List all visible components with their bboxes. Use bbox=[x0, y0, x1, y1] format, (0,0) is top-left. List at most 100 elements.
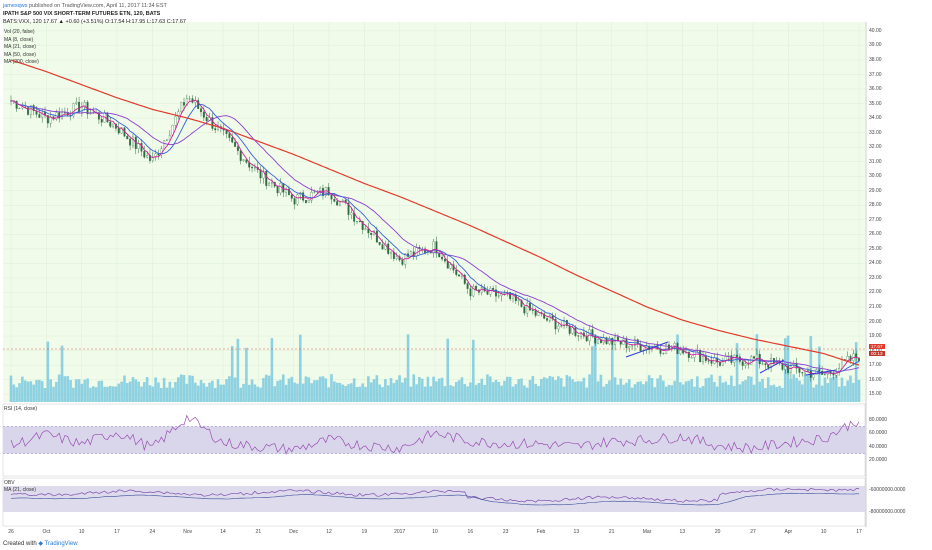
volume-bar bbox=[307, 377, 311, 402]
candle-body bbox=[503, 292, 506, 294]
indicator-label[interactable]: MA (21, close) bbox=[4, 44, 36, 50]
volume-bar bbox=[406, 334, 410, 402]
volume-bar bbox=[117, 383, 121, 402]
volume-bar bbox=[21, 376, 24, 402]
price-tick-label: 31.00 bbox=[869, 158, 882, 165]
volume-bar bbox=[316, 380, 319, 402]
volume-bar bbox=[131, 377, 135, 402]
volume-bar bbox=[653, 387, 657, 402]
candle-body bbox=[183, 102, 185, 106]
rsi-tick-label: 40.0000 bbox=[869, 443, 888, 450]
indicator-label[interactable]: Vol (20, false) bbox=[4, 29, 35, 35]
indicator-label[interactable]: MA (8, close) bbox=[4, 36, 34, 43]
volume-bar bbox=[565, 375, 569, 402]
indicator-label[interactable]: MA (200, close) bbox=[4, 59, 39, 65]
volume-bar bbox=[460, 377, 464, 402]
volume-bar bbox=[829, 377, 832, 402]
volume-bar bbox=[664, 386, 668, 402]
time-tick-label: 10 bbox=[820, 529, 827, 535]
candle-body bbox=[577, 335, 580, 337]
candle-body bbox=[296, 194, 299, 205]
candle-body bbox=[818, 369, 821, 372]
volume-bar bbox=[585, 387, 589, 402]
candle-body bbox=[764, 363, 767, 365]
rsi-band bbox=[3, 426, 865, 454]
candle-body bbox=[489, 288, 492, 295]
volume-bar bbox=[528, 379, 532, 402]
volume-bar bbox=[389, 378, 393, 402]
volume-bar bbox=[690, 378, 693, 402]
trendline-3[interactable] bbox=[805, 369, 837, 376]
candle-body bbox=[599, 339, 602, 344]
time-tick-label: 26 bbox=[8, 529, 14, 535]
candle-body bbox=[594, 335, 597, 344]
volume-bar bbox=[846, 380, 849, 402]
candle-body bbox=[290, 194, 293, 199]
candle-body bbox=[755, 354, 758, 359]
candle-body bbox=[185, 98, 188, 106]
volume-bar bbox=[545, 378, 549, 402]
candle-body bbox=[364, 228, 367, 230]
price-tick-label: 27.00 bbox=[869, 216, 882, 223]
candle-body bbox=[846, 356, 849, 361]
volume-bar bbox=[74, 379, 78, 402]
time-tick-label: 21 bbox=[608, 529, 615, 535]
candle-body bbox=[154, 153, 157, 158]
volume-bar bbox=[256, 386, 260, 402]
volume-bar bbox=[696, 376, 699, 402]
volume-bar bbox=[477, 383, 481, 402]
volume-bar bbox=[168, 381, 172, 402]
volume-bar bbox=[730, 375, 733, 402]
price-tick-label: 24.00 bbox=[869, 260, 882, 267]
candle-body bbox=[812, 374, 815, 378]
candle-body bbox=[239, 150, 242, 161]
price-tick-label: 33.00 bbox=[869, 129, 882, 136]
indicator-label[interactable]: MA (50, close) bbox=[4, 51, 36, 58]
price-tick-label: 28.00 bbox=[869, 202, 882, 209]
candle-body bbox=[32, 105, 35, 111]
volume-bar bbox=[211, 380, 214, 402]
quote-line: BATS:VXX, 120 17.67 ▲ +0.60 (+3.51%) O:1… bbox=[3, 19, 186, 25]
trendline-1[interactable] bbox=[625, 341, 669, 358]
volume-bar bbox=[642, 384, 645, 402]
candle-body bbox=[200, 108, 202, 113]
price-tick-label: 23.00 bbox=[869, 274, 882, 281]
trendline-2[interactable] bbox=[759, 359, 785, 374]
volume-bar bbox=[401, 382, 404, 402]
volume-bar bbox=[177, 377, 180, 402]
footer-brand[interactable]: TradingView bbox=[44, 541, 78, 547]
candle-body bbox=[761, 363, 764, 365]
candle-body bbox=[149, 155, 151, 161]
candle-body bbox=[443, 258, 446, 262]
volume-bar bbox=[236, 338, 240, 402]
volume-bar bbox=[262, 378, 265, 402]
volume-bar bbox=[486, 374, 489, 402]
volume-bar bbox=[23, 380, 27, 402]
volume-bar bbox=[673, 380, 676, 402]
ma8-line bbox=[10, 99, 860, 374]
ma50-line bbox=[10, 100, 860, 372]
volume-bar bbox=[469, 382, 472, 402]
volume-bar bbox=[250, 379, 254, 402]
volume-bar bbox=[52, 386, 55, 402]
candle-body bbox=[245, 159, 248, 163]
candle-body bbox=[690, 357, 693, 359]
candle-body bbox=[97, 112, 100, 120]
candle-body bbox=[455, 270, 458, 275]
publisher-name[interactable]: jamesqws bbox=[3, 3, 28, 9]
candle-body bbox=[100, 119, 103, 123]
candle-body bbox=[568, 325, 571, 334]
volume-bar bbox=[279, 379, 282, 402]
time-tick-label: 19 bbox=[361, 529, 368, 535]
rsi-line bbox=[10, 414, 860, 455]
candle-body bbox=[492, 288, 495, 290]
candle-body bbox=[129, 138, 132, 146]
candle-body bbox=[279, 183, 282, 194]
volume-bar bbox=[619, 378, 623, 402]
volume-bar bbox=[452, 386, 455, 402]
time-tick-label: Apr bbox=[784, 529, 793, 535]
volume-bar bbox=[616, 384, 620, 402]
candle-body bbox=[78, 101, 81, 113]
volume-bar bbox=[471, 339, 475, 402]
volume-bar bbox=[111, 386, 115, 402]
